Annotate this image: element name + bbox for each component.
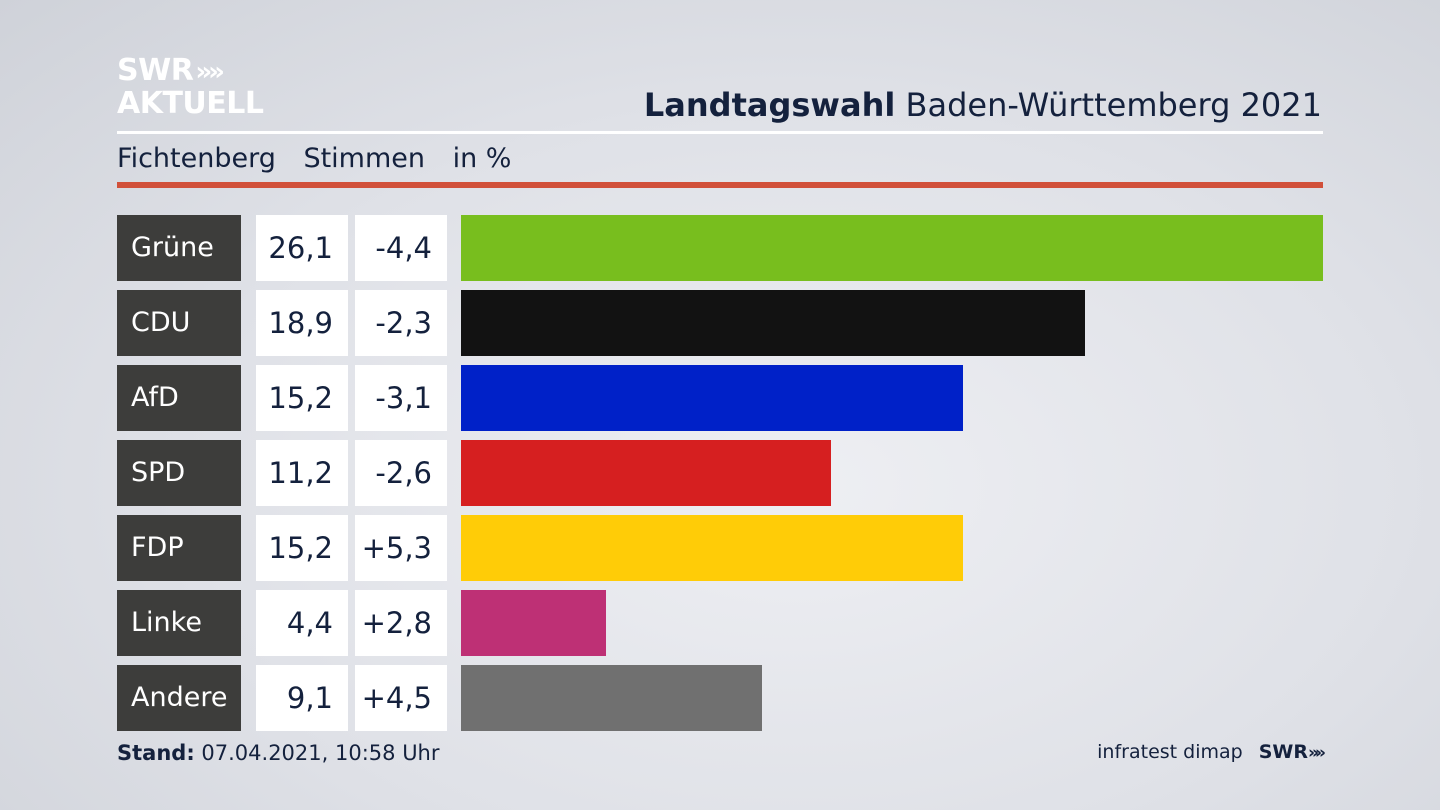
vote-share-bar [461, 215, 1323, 281]
vote-share-label: 9,1 [256, 665, 348, 731]
vote-share-bar [461, 440, 831, 506]
change-label: +4,5 [355, 665, 447, 731]
vote-share-bar [461, 665, 762, 731]
vote-share-label: 4,4 [256, 590, 348, 656]
footer-chevron-icon: » [1308, 743, 1319, 763]
vote-share-bar [461, 290, 1085, 356]
vote-share-label: 15,2 [256, 365, 348, 431]
header-divider [117, 131, 1323, 134]
subtitle-place: Fichtenberg [117, 143, 276, 174]
chart-title-rest: Baden-Württemberg 2021 [905, 86, 1323, 124]
result-row: SPD 11,2 -2,6 [117, 440, 1323, 506]
change-label: -2,6 [355, 440, 447, 506]
vote-share-label: 26,1 [256, 215, 348, 281]
party-label: SPD [117, 440, 241, 506]
party-label: Linke [117, 590, 241, 656]
change-label: -2,3 [355, 290, 447, 356]
result-row: Grüne 26,1 -4,4 [117, 215, 1323, 281]
vote-share-label: 11,2 [256, 440, 348, 506]
timestamp-value: 07.04.2021, 10:58 Uhr [201, 741, 440, 765]
logo-chevron-icon: » [195, 57, 212, 87]
party-label: CDU [117, 290, 241, 356]
vote-share-label: 18,9 [256, 290, 348, 356]
logo-aktuell-text: AKTUELL [117, 86, 264, 121]
change-label: +2,8 [355, 590, 447, 656]
logo-swr-text: SWR [117, 53, 194, 88]
swr-aktuell-logo: SWR»» AKTUELL [117, 55, 264, 119]
accent-divider [117, 182, 1323, 188]
chart-subtitle: Fichtenberg Stimmen in % [117, 143, 530, 174]
result-row: Andere 9,1 +4,5 [117, 665, 1323, 731]
source-credit: infratest dimap SWR»» [1097, 741, 1326, 763]
result-row: AfD 15,2 -3,1 [117, 365, 1323, 431]
logo-chevron-icon-2: » [208, 57, 225, 87]
result-row: CDU 18,9 -2,3 [117, 290, 1323, 356]
footer-chevron-icon-2: » [1315, 743, 1326, 763]
party-label: Grüne [117, 215, 241, 281]
subtitle-unit: in % [452, 143, 512, 174]
change-label: -4,4 [355, 215, 447, 281]
vote-share-bar [461, 515, 963, 581]
source-name: infratest dimap [1097, 741, 1243, 763]
party-label: FDP [117, 515, 241, 581]
vote-share-bar [461, 365, 963, 431]
vote-share-label: 15,2 [256, 515, 348, 581]
timestamp: Stand: 07.04.2021, 10:58 Uhr [117, 741, 440, 765]
change-label: -3,1 [355, 365, 447, 431]
result-row: FDP 15,2 +5,3 [117, 515, 1323, 581]
party-label: AfD [117, 365, 241, 431]
swr-footer-logo: SWR [1258, 741, 1309, 763]
result-row: Linke 4,4 +2,8 [117, 590, 1323, 656]
timestamp-label: Stand: [117, 741, 195, 765]
party-label: Andere [117, 665, 241, 731]
chart-title: Landtagswahl Baden-Württemberg 2021 [644, 86, 1322, 124]
subtitle-measure: Stimmen [303, 143, 426, 174]
chart-title-bold: Landtagswahl [643, 86, 896, 124]
change-label: +5,3 [355, 515, 447, 581]
vote-share-bar [461, 590, 606, 656]
